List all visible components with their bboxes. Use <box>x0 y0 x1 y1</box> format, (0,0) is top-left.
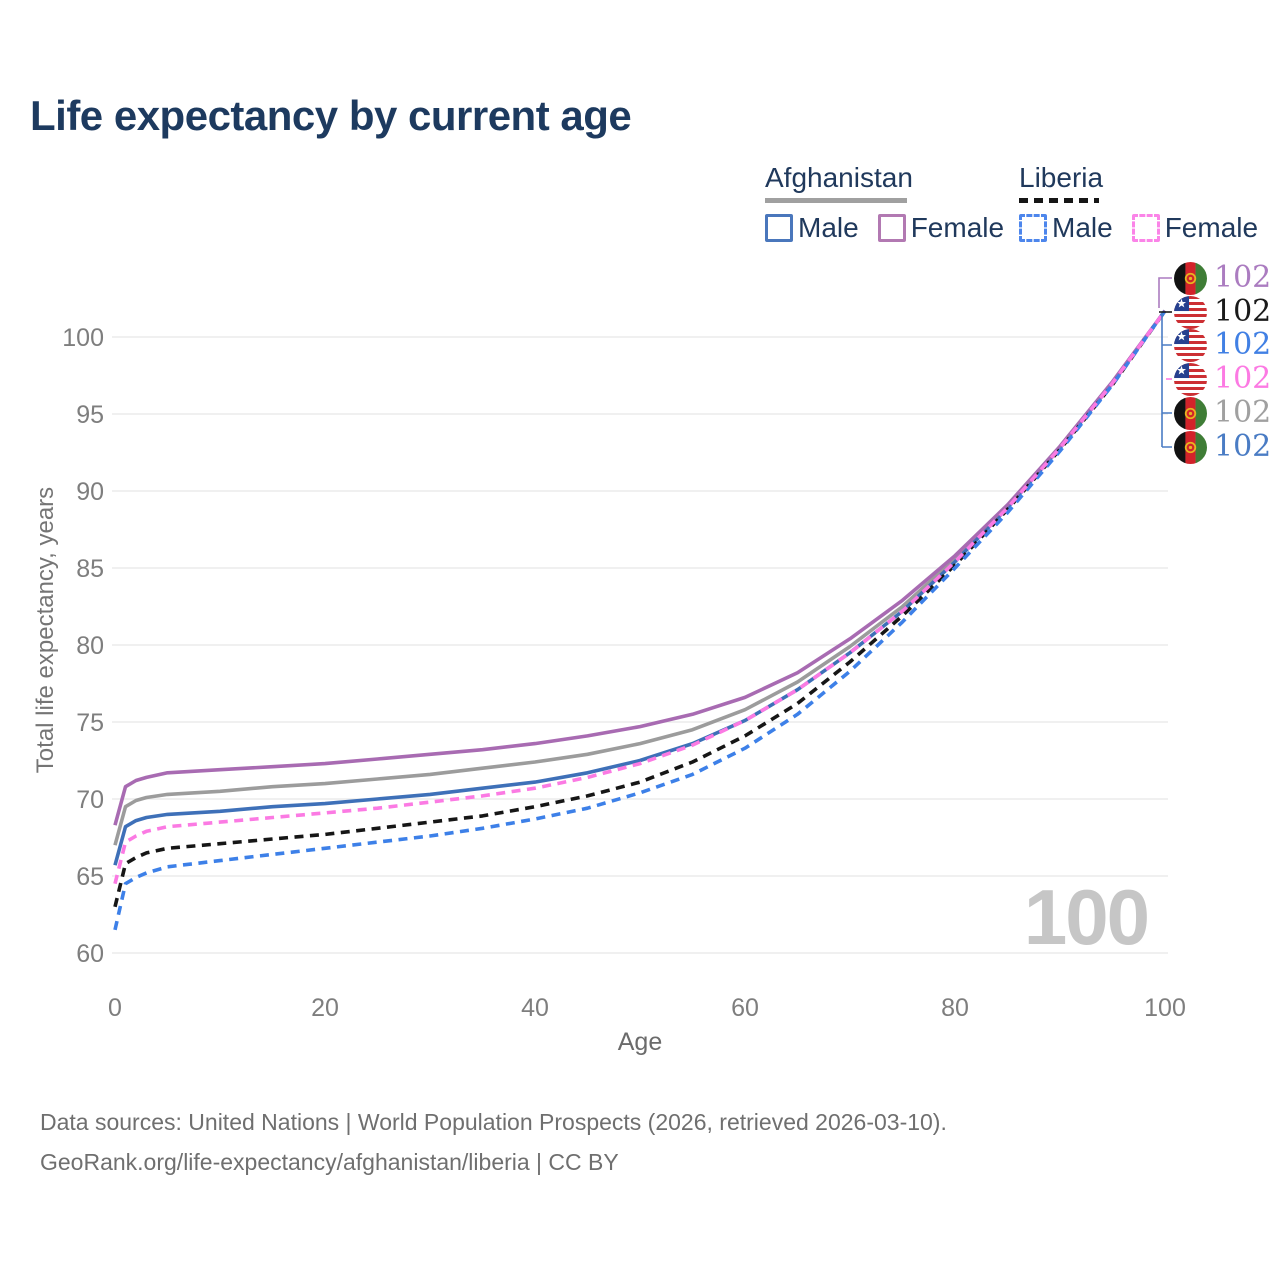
end-label-value: 102 <box>1214 327 1272 362</box>
end-label-value: 102 <box>1214 395 1272 430</box>
series-line-liberia-both-sexes-[interactable] <box>113 309 1167 908</box>
end-label-liberia-both-sexes-: 102 <box>1174 295 1271 329</box>
footer-datasource: Data sources: United Nations | World Pop… <box>40 1109 947 1135</box>
y-tick-label: 100 <box>62 324 104 352</box>
end-label-afghanistan-female: 102 <box>1174 261 1271 295</box>
legend-item-afghanistan-female[interactable]: Female <box>877 212 1005 244</box>
legend-label: Female <box>910 212 1005 243</box>
legend-item-afghanistan-male[interactable]: Male <box>765 212 859 244</box>
x-tick-label: 60 <box>731 994 759 1022</box>
y-tick-label: 90 <box>76 478 104 506</box>
y-tick-label: 85 <box>76 555 104 583</box>
liberia-flag-icon <box>1174 328 1207 362</box>
end-label-value: 102 <box>1214 260 1272 295</box>
legend-underline-solid <box>765 198 907 203</box>
series-line-afghanistan-male[interactable] <box>113 309 1167 866</box>
series-line-afghanistan-female[interactable] <box>113 309 1167 826</box>
x-tick-label: 100 <box>1144 994 1186 1022</box>
leader-line <box>1161 313 1172 448</box>
y-axis-title: Total life expectancy, years <box>32 486 59 774</box>
legend-group-liberia: Liberia Male Female <box>1019 162 1258 244</box>
end-label-liberia-male: 102 <box>1174 328 1271 362</box>
x-axis-title: Age <box>617 1028 663 1056</box>
end-label-value: 102 <box>1214 429 1272 464</box>
checkbox-afghanistan-female[interactable] <box>877 214 906 242</box>
x-tick-label: 20 <box>311 994 339 1022</box>
y-tick-label: 60 <box>76 940 104 968</box>
legend-item-liberia-male[interactable]: Male <box>1019 212 1113 244</box>
y-tick-label: 75 <box>76 709 104 737</box>
footer-url: GeoRank.org/life-expectancy/afghanistan/… <box>40 1149 619 1175</box>
series-line-liberia-female[interactable] <box>113 309 1167 885</box>
y-tick-label: 70 <box>76 786 104 814</box>
x-tick-label: 0 <box>108 994 122 1022</box>
age-counter-watermark: 100 <box>1023 873 1150 961</box>
legend-item-liberia-female[interactable]: Female <box>1131 212 1259 244</box>
series-line-liberia-male[interactable] <box>113 309 1167 931</box>
end-label-afghanistan-both-sexes-: 102 <box>1174 396 1271 430</box>
afghanistan-flag-icon <box>1174 261 1207 295</box>
y-tick-label: 80 <box>76 632 104 660</box>
afghanistan-flag-icon <box>1174 430 1207 464</box>
series-line-afghanistan-both-sexes-[interactable] <box>113 309 1167 846</box>
x-tick-label: 40 <box>521 994 549 1022</box>
x-tick-label: 80 <box>941 994 969 1022</box>
legend-group-afghanistan: Afghanistan Male Female <box>765 162 1004 244</box>
checkbox-afghanistan-male[interactable] <box>765 214 793 242</box>
liberia-flag-icon <box>1174 295 1207 329</box>
end-label-afghanistan-male: 102 <box>1174 430 1271 464</box>
legend-label: Male <box>1052 212 1113 243</box>
end-label-value: 102 <box>1214 294 1272 329</box>
legend-label: Male <box>798 212 859 243</box>
afghanistan-flag-icon <box>1174 396 1207 430</box>
y-tick-label: 65 <box>76 863 104 891</box>
end-label-value: 102 <box>1214 361 1272 396</box>
legend-label: Female <box>1164 212 1259 243</box>
checkbox-liberia-female[interactable] <box>1131 214 1160 242</box>
y-tick-label: 95 <box>76 401 104 429</box>
legend-country-liberia[interactable]: Liberia <box>1019 162 1104 193</box>
end-label-liberia-female: 102 <box>1174 362 1271 396</box>
checkbox-liberia-male[interactable] <box>1019 214 1047 242</box>
liberia-flag-icon <box>1174 362 1207 396</box>
leader-line <box>1158 277 1172 308</box>
footer: Data sources: United Nations | World Pop… <box>40 1102 1260 1182</box>
page-title: Life expectancy by current age <box>30 92 632 139</box>
legend-underline-dashed <box>1019 198 1099 203</box>
line-chart: 60 65 70 75 80 85 90 95 100 0 20 40 60 80 100 <box>62 277 1186 1022</box>
legend-country-afghanistan[interactable]: Afghanistan <box>765 162 913 193</box>
